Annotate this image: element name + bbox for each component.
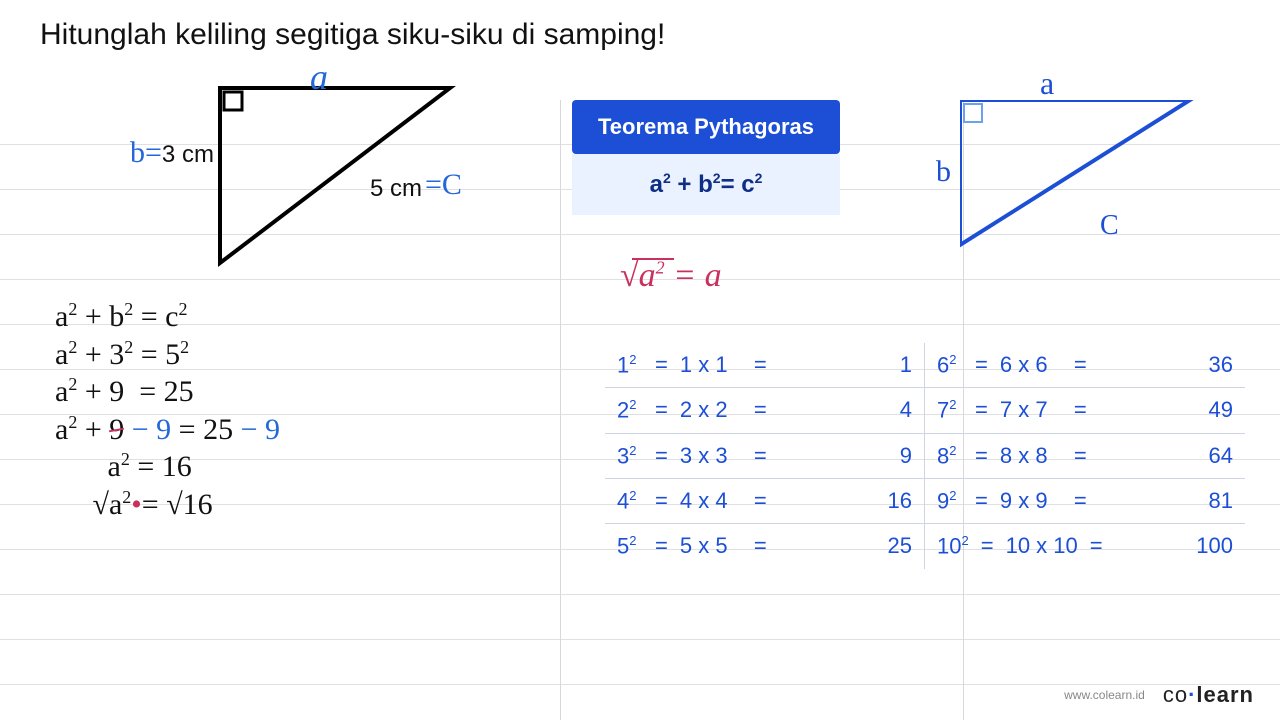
triangle-blue-label-b: b: [936, 155, 951, 189]
squares-row: 12=1 x 1=1: [605, 343, 925, 387]
pythagoras-title: Teorema Pythagoras: [572, 100, 840, 154]
pythagoras-card: Teorema Pythagoras a2 + b2= c2: [572, 100, 840, 215]
question-text: Hitunglah keliling segitiga siku-siku di…: [40, 18, 665, 52]
squares-row: 32=3 x 3=9: [605, 433, 925, 478]
squares-row: 92=9 x 9=81: [925, 478, 1245, 523]
triangle-blue: [960, 100, 1200, 260]
triangle-black: [220, 88, 460, 278]
pythagoras-formula: a2 + b2= c2: [572, 154, 840, 215]
triangle-black-label-b: b=3 cm: [130, 136, 214, 170]
step-line: a2 + 32 = 52: [55, 336, 280, 374]
vertical-rule-left: [560, 100, 561, 720]
squares-row: 22=2 x 2=4: [605, 387, 925, 432]
step-line: √a2•= √16: [55, 486, 280, 524]
triangle-black-hypotenuse-value: 5 cm: [370, 175, 422, 203]
sqrt-identity: √a2 = a: [620, 257, 722, 295]
triangle-black-label-c: =C: [425, 168, 462, 202]
step-line: a2 + 9 − 9 = 25 − 9: [55, 411, 280, 449]
footer: www.colearn.id co·learn: [1064, 682, 1254, 708]
squares-row: 82=8 x 8=64: [925, 433, 1245, 478]
worked-steps: a2 + b2 = c2a2 + 32 = 52a2 + 9 = 25a2 + …: [55, 298, 280, 523]
footer-brand: co·learn: [1163, 682, 1254, 708]
squares-row: 52=5 x 5=25: [605, 523, 925, 568]
triangle-blue-label-c: C: [1100, 210, 1119, 242]
triangle-black-label-a: a: [310, 56, 328, 98]
squares-row: 102=10 x 10=100: [925, 523, 1245, 568]
squares-col-left: 12=1 x 1=122=2 x 2=432=3 x 3=942=4 x 4=1…: [605, 343, 925, 569]
squares-row: 42=4 x 4=16: [605, 478, 925, 523]
step-line: a2 + 9 = 25: [55, 373, 280, 411]
squares-row: 62=6 x 6=36: [925, 343, 1245, 387]
squares-table: 12=1 x 1=122=2 x 2=432=3 x 3=942=4 x 4=1…: [605, 343, 1245, 569]
step-line: a2 = 16: [55, 448, 280, 486]
squares-row: 72=7 x 7=49: [925, 387, 1245, 432]
step-line: a2 + b2 = c2: [55, 298, 280, 336]
footer-url: www.colearn.id: [1064, 688, 1145, 702]
triangle-blue-label-a: a: [1040, 65, 1054, 102]
squares-col-right: 62=6 x 6=3672=7 x 7=4982=8 x 8=6492=9 x …: [925, 343, 1245, 569]
